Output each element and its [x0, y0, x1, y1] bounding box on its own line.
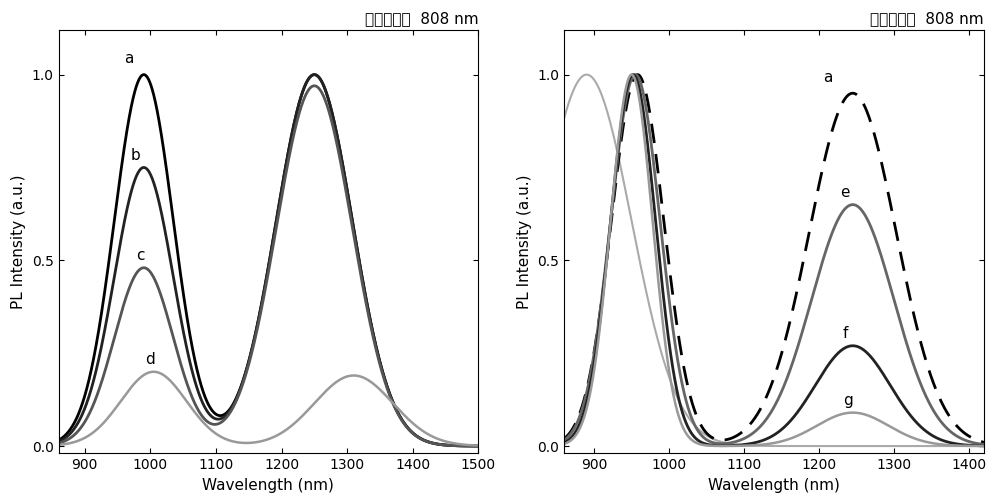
Text: a: a — [823, 70, 832, 85]
Text: g: g — [843, 393, 853, 408]
Text: e: e — [840, 185, 849, 200]
Text: 激发波长：  808 nm: 激发波长： 808 nm — [870, 11, 984, 26]
Text: a: a — [124, 51, 133, 67]
Text: c: c — [136, 248, 144, 263]
Y-axis label: PL Intensity (a.u.): PL Intensity (a.u.) — [11, 174, 26, 309]
X-axis label: Wavelength (nm): Wavelength (nm) — [708, 478, 840, 493]
Text: f: f — [843, 326, 848, 341]
Y-axis label: PL Intensity (a.u.): PL Intensity (a.u.) — [517, 174, 532, 309]
Text: 激发波长：  808 nm: 激发波长： 808 nm — [365, 11, 478, 26]
Text: b: b — [131, 148, 140, 163]
Text: d: d — [145, 352, 155, 367]
X-axis label: Wavelength (nm): Wavelength (nm) — [202, 478, 334, 493]
